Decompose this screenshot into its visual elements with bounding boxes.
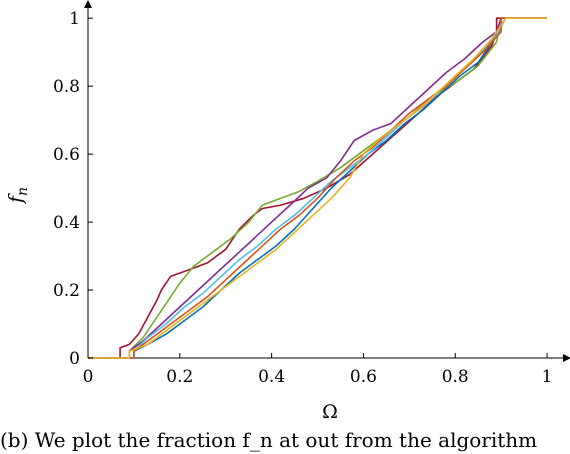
series-line — [88, 17, 547, 359]
series-line — [88, 17, 547, 359]
y-tick-label: 0.6 — [53, 145, 80, 165]
series-line — [88, 17, 547, 359]
y-tick-label: 0 — [69, 349, 80, 369]
x-tick-label: 0.8 — [442, 367, 469, 387]
x-axis-label: Ω — [322, 401, 338, 423]
axes — [84, 0, 570, 362]
y-tick-label: 1 — [69, 9, 80, 29]
y-tick-label: 0.2 — [53, 281, 80, 301]
figure-caption: (b) We plot the fraction f_n at out from… — [0, 428, 538, 452]
x-tick-label: 0 — [83, 367, 94, 387]
x-axis-arrow — [563, 354, 570, 362]
y-axis-label-main: f — [5, 193, 27, 205]
series-line — [88, 17, 547, 359]
y-axis-arrow — [84, 0, 92, 8]
x-tick-label: 0.4 — [258, 367, 285, 387]
series-line — [88, 17, 547, 359]
series-group — [88, 17, 547, 359]
y-tick-label: 0.4 — [53, 213, 80, 233]
y-axis-label: fn — [5, 187, 31, 205]
y-axis-label-subscript: n — [15, 187, 31, 196]
ticks-group: 0 0.2 0.4 0.6 0.8 1 0 0.2 0.4 0.6 0.8 1 — [53, 9, 553, 387]
series-line — [88, 17, 547, 359]
x-tick-label: 0.2 — [166, 367, 193, 387]
x-tick-label: 1 — [542, 367, 553, 387]
series-line — [88, 17, 547, 359]
y-tick-label: 0.8 — [53, 77, 80, 97]
x-tick-label: 0.6 — [350, 367, 377, 387]
